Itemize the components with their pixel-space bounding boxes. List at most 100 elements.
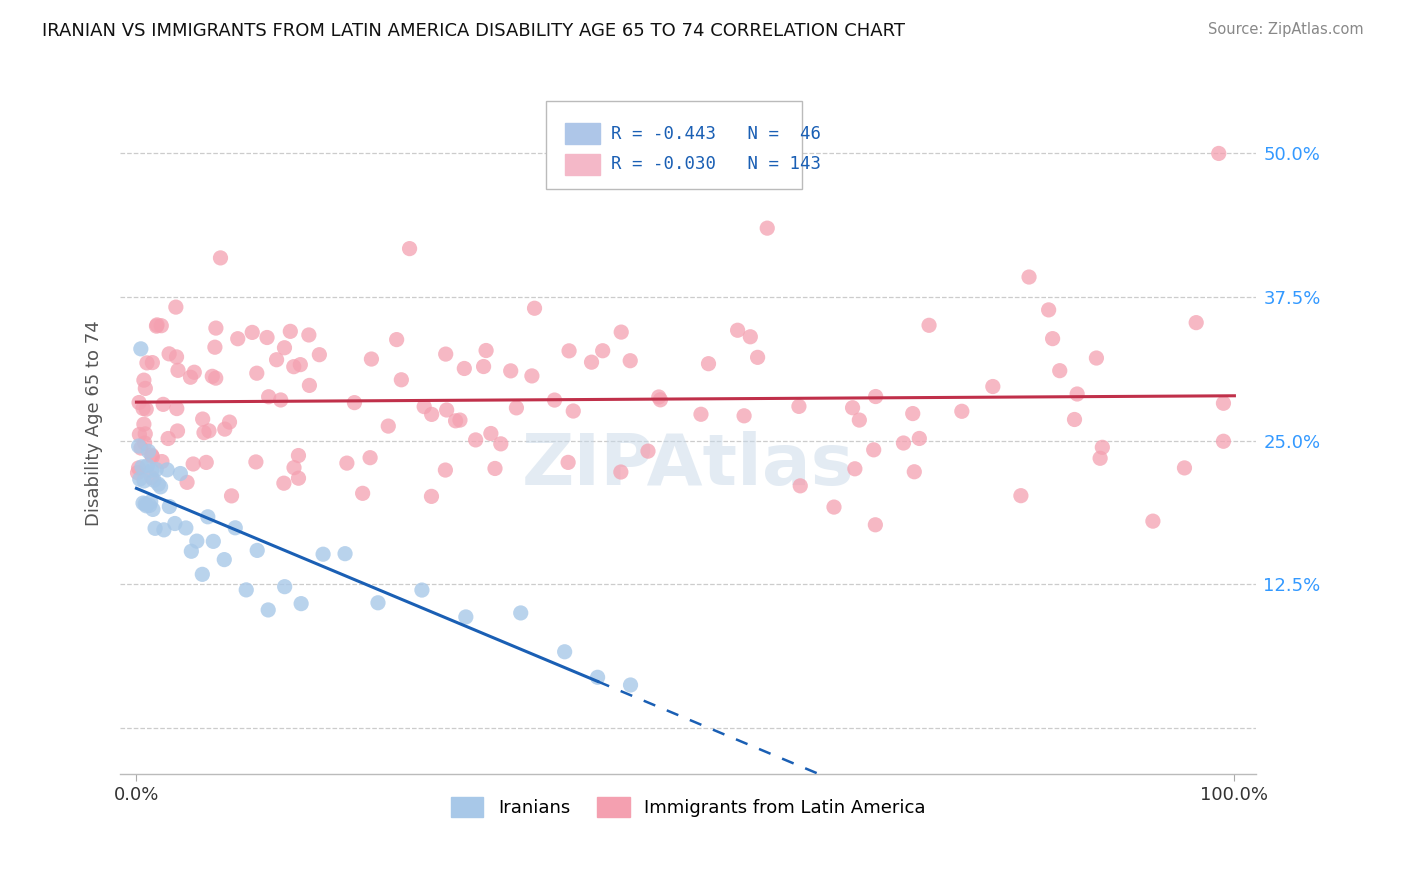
Point [637,444,659,458]
Point [454,610,477,624]
Point [157,432,180,446]
Point [436,403,458,417]
Point [434,347,457,361]
Point [128,472,150,486]
Point [169,467,191,481]
Point [787,400,810,414]
Point [240,326,263,340]
Text: R = -0.443   N =  46: R = -0.443 N = 46 [610,125,821,143]
Point [167,363,190,377]
Point [918,318,941,333]
Legend: Iranians, Immigrants from Latin America: Iranians, Immigrants from Latin America [443,789,932,825]
Text: Source: ZipAtlas.com: Source: ZipAtlas.com [1208,22,1364,37]
Point [543,392,565,407]
Point [278,324,301,338]
Point [789,479,811,493]
Point [141,470,163,484]
Point [901,407,924,421]
Point [298,378,321,392]
Point [411,583,433,598]
Point [191,567,214,582]
Point [139,495,162,509]
Point [287,471,309,485]
Point [165,300,187,314]
Point [180,544,202,558]
Point [129,441,152,455]
Point [697,357,720,371]
Point [257,603,280,617]
Point [862,442,884,457]
Point [308,348,330,362]
Point [150,454,173,468]
Point [499,364,522,378]
Point [562,404,585,418]
Point [143,473,166,487]
Point [209,251,232,265]
Point [145,319,167,334]
Point [134,474,156,488]
Point [270,392,292,407]
Point [893,436,915,450]
Point [610,325,633,339]
Point [844,462,866,476]
Point [273,476,295,491]
Point [128,439,150,453]
Point [218,415,240,429]
Point [166,424,188,438]
Point [586,670,609,684]
Point [434,463,457,477]
Point [128,395,150,409]
Point [950,404,973,418]
Point [148,477,170,491]
Point [141,356,163,370]
Point [146,318,169,332]
FancyBboxPatch shape [546,101,801,189]
Point [449,413,471,427]
Point [174,521,197,535]
Point [865,517,887,532]
Point [981,379,1004,393]
Point [134,436,156,450]
Point [183,365,205,379]
Point [336,456,359,470]
Point [509,606,531,620]
Point [221,489,243,503]
Point [610,465,633,479]
Point [163,516,186,531]
Point [290,597,312,611]
Point [690,407,713,421]
Point [257,390,280,404]
Text: ZIPAtlas: ZIPAtlas [522,431,855,500]
Point [283,460,305,475]
Bar [565,123,599,145]
Point [150,318,173,333]
Point [1018,270,1040,285]
Point [186,534,208,549]
Point [202,534,225,549]
Point [747,351,769,365]
Point [1142,514,1164,528]
Point [127,466,149,480]
Point [181,457,204,471]
Point [204,340,226,354]
Point [128,427,150,442]
Point [489,437,512,451]
Point [166,350,188,364]
Point [141,464,163,478]
Point [484,461,506,475]
Point [204,371,226,385]
Point [226,332,249,346]
Point [619,678,641,692]
Point [132,373,155,387]
Point [273,341,295,355]
Point [134,426,156,441]
Point [740,330,762,344]
Point [475,343,498,358]
Point [420,489,443,503]
Point [557,455,579,469]
Point [145,462,167,476]
Point [135,356,157,370]
Point [134,381,156,395]
Point [283,359,305,374]
Text: R = -0.030   N = 143: R = -0.030 N = 143 [610,155,821,173]
